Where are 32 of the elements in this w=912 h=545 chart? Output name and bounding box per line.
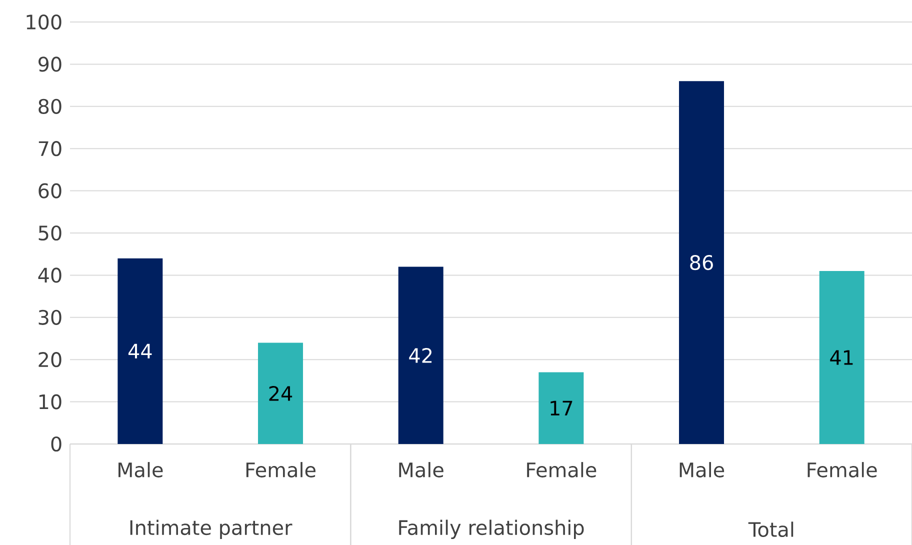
bar (398, 266, 444, 444)
y-tick-label: 90 (38, 56, 62, 72)
y-tick-label: 50 (38, 225, 62, 241)
data-label: 17 (550, 400, 572, 416)
y-tick-label: 100 (26, 14, 62, 30)
bar (118, 258, 163, 444)
y-tick-label: 60 (38, 183, 62, 198)
y-tick-label: 20 (38, 352, 62, 368)
bar (538, 372, 584, 444)
data-label: 44 (128, 344, 152, 358)
y-tick-label: 10 (39, 394, 62, 410)
x-tick-label: Female (808, 462, 877, 478)
y-tick-label: 80 (38, 98, 62, 114)
text: Intimate partner (130, 520, 292, 539)
data-label: 86 (690, 255, 713, 270)
x-tick-label: Female (246, 462, 316, 478)
y-tick-label: 40 (38, 268, 62, 283)
y-tick-label: 30 (38, 310, 62, 325)
bar (679, 81, 724, 444)
y-tick-label: 0 (51, 436, 62, 452)
data-label: 41 (830, 350, 853, 365)
x-tick-label: Female (527, 462, 596, 478)
y-tick-label: 70 (38, 141, 62, 156)
x-tick-label: Male (399, 462, 444, 478)
text: Total (748, 522, 794, 538)
text: Family relationship (399, 520, 584, 539)
x-tick-label: Male (118, 462, 163, 478)
x-tick-label: Male (680, 462, 724, 478)
data-label: 42 (409, 348, 432, 363)
bar (819, 270, 864, 444)
data-label: 24 (269, 386, 292, 401)
bar (258, 342, 303, 444)
